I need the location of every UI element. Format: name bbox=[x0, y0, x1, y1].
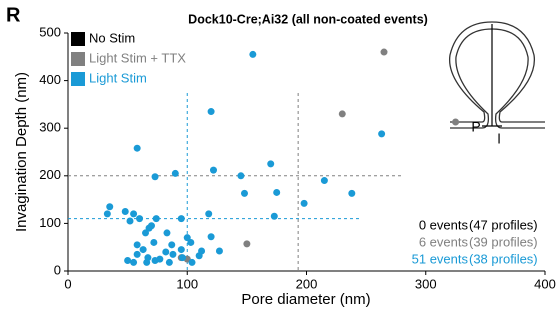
point bbox=[130, 259, 137, 266]
legend-label: No Stim bbox=[89, 30, 135, 45]
point bbox=[243, 240, 250, 247]
diagram-label: l bbox=[497, 131, 500, 147]
point bbox=[241, 190, 248, 197]
annotation-profiles: (39 profiles) bbox=[469, 234, 538, 249]
point bbox=[178, 246, 185, 253]
point bbox=[208, 233, 215, 240]
point bbox=[189, 259, 196, 266]
point bbox=[134, 251, 141, 258]
legend-label: Light Stim bbox=[89, 70, 147, 85]
point bbox=[321, 177, 328, 184]
point bbox=[140, 246, 147, 253]
annotation-events: 51 events bbox=[412, 251, 469, 266]
x-tick-label: 400 bbox=[534, 276, 556, 291]
x-axis-label: Pore diameter (nm) bbox=[241, 291, 370, 308]
point bbox=[169, 251, 176, 258]
point bbox=[172, 170, 179, 177]
point bbox=[134, 145, 141, 152]
point bbox=[178, 215, 185, 222]
annotation-profiles: (47 profiles) bbox=[469, 217, 538, 232]
annotation-profiles: (38 profiles) bbox=[469, 251, 538, 266]
point bbox=[381, 49, 388, 56]
y-tick-label: 400 bbox=[39, 72, 61, 87]
annotation-events: 6 events bbox=[419, 234, 469, 249]
point bbox=[148, 222, 155, 229]
point bbox=[237, 172, 244, 179]
point bbox=[216, 248, 223, 255]
x-tick-label: 100 bbox=[176, 276, 198, 291]
point bbox=[124, 257, 131, 264]
point bbox=[156, 256, 163, 263]
point bbox=[136, 215, 143, 222]
point bbox=[127, 218, 134, 225]
point bbox=[205, 210, 212, 217]
point bbox=[208, 108, 215, 115]
chart-title: Dock10-Cre;Ai32 (all non-coated events) bbox=[188, 12, 428, 26]
point bbox=[150, 239, 157, 246]
y-tick-label: 0 bbox=[54, 262, 61, 277]
legend-swatch bbox=[71, 52, 85, 66]
pore-diagram bbox=[450, 22, 545, 128]
x-tick-label: 0 bbox=[64, 276, 71, 291]
point bbox=[152, 173, 159, 180]
point bbox=[168, 241, 175, 248]
point bbox=[271, 213, 278, 220]
point bbox=[301, 200, 308, 207]
point bbox=[134, 241, 141, 248]
panel-label: R bbox=[6, 4, 21, 26]
x-tick-label: 300 bbox=[415, 276, 437, 291]
annotation-events: 0 events bbox=[419, 217, 469, 232]
point bbox=[104, 210, 111, 217]
point bbox=[348, 190, 355, 197]
point bbox=[143, 259, 150, 266]
y-tick-label: 500 bbox=[39, 24, 61, 39]
point bbox=[210, 167, 217, 174]
chart: R Dock10-Cre;Ai32 (all non-coated events… bbox=[0, 0, 558, 315]
point bbox=[163, 229, 170, 236]
point bbox=[153, 215, 160, 222]
point bbox=[179, 254, 186, 261]
point bbox=[378, 130, 385, 137]
x-tick-label: 200 bbox=[296, 276, 318, 291]
point bbox=[162, 248, 169, 255]
point bbox=[142, 229, 149, 236]
point bbox=[249, 51, 256, 58]
diagram-label: P bbox=[471, 119, 480, 135]
point bbox=[267, 160, 274, 167]
point bbox=[273, 189, 280, 196]
point bbox=[122, 208, 129, 215]
legend-swatch bbox=[71, 72, 85, 86]
y-tick-label: 100 bbox=[39, 215, 61, 230]
y-tick-label: 300 bbox=[39, 120, 61, 135]
y-tick-label: 200 bbox=[39, 167, 61, 182]
point bbox=[452, 119, 459, 126]
page: R Dock10-Cre;Ai32 (all non-coated events… bbox=[0, 0, 558, 315]
legend-label: Light Stim + TTX bbox=[89, 50, 186, 65]
point bbox=[339, 110, 346, 117]
point bbox=[196, 252, 203, 259]
legend-swatch bbox=[71, 32, 85, 46]
point bbox=[166, 259, 173, 266]
point bbox=[187, 239, 194, 246]
y-axis-label: Invagination Depth (nm) bbox=[13, 72, 30, 232]
point bbox=[106, 203, 113, 210]
point bbox=[130, 210, 137, 217]
